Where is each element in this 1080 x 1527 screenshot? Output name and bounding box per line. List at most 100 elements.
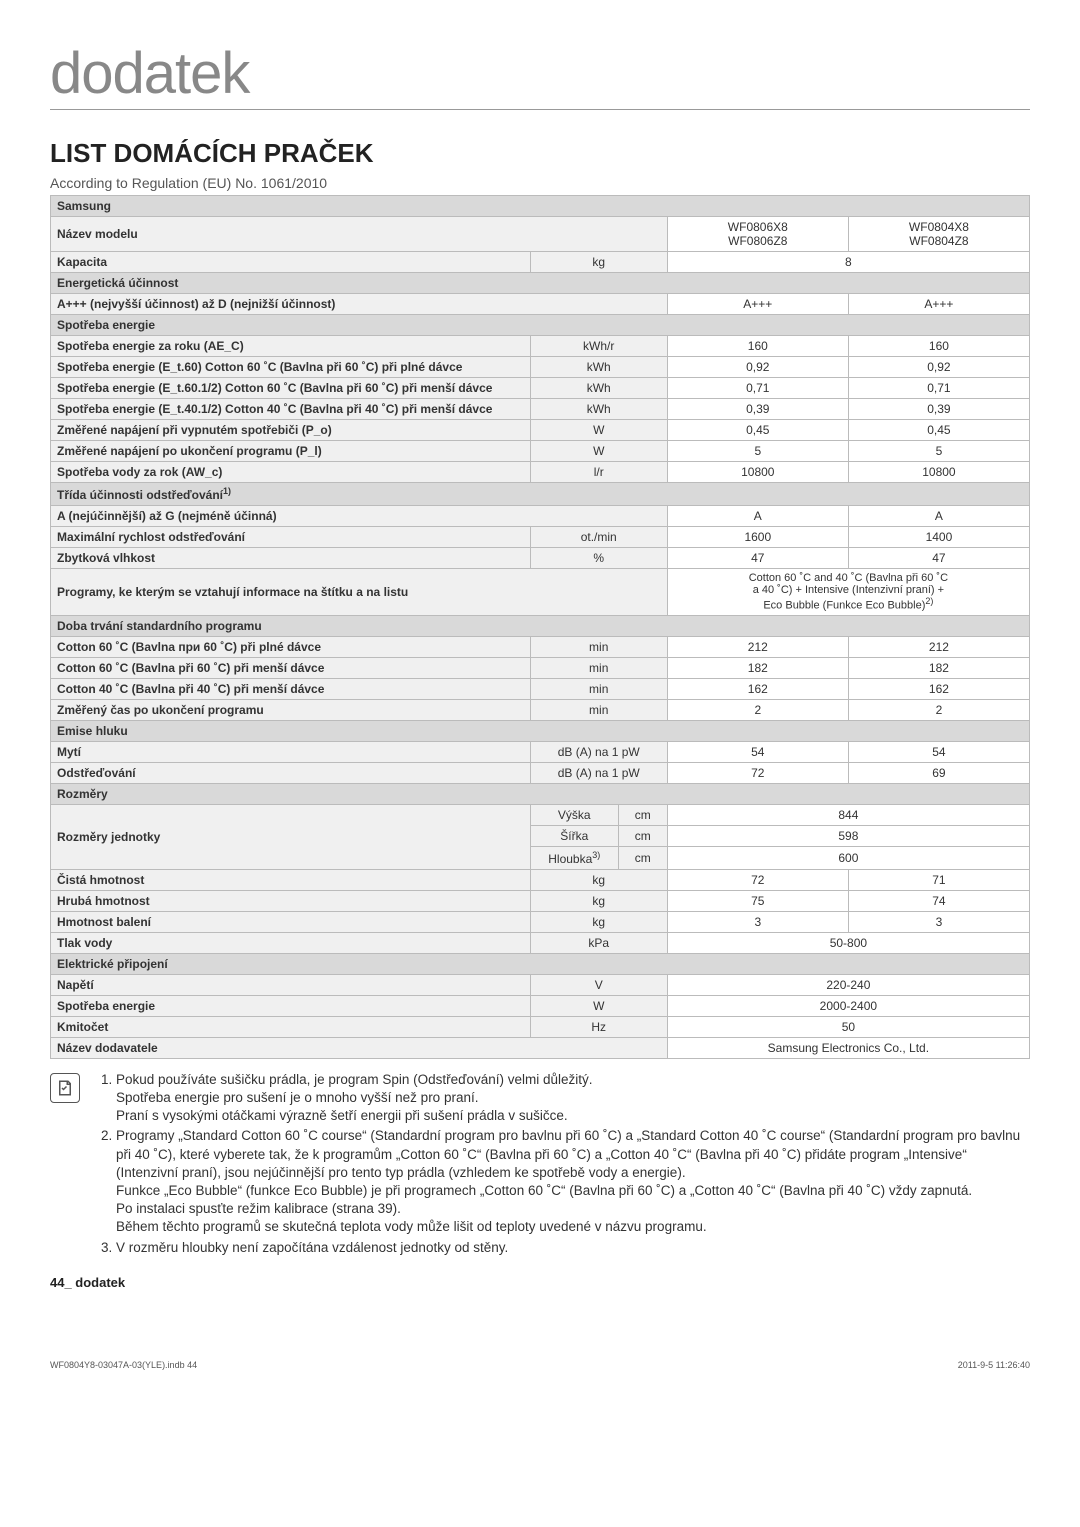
table-row-label: Cotton 60 ˚C (Bavlna při 60 ˚C) při menš…: [51, 657, 531, 678]
table-row-unit: min: [530, 678, 667, 699]
table-row-v1: 72: [667, 762, 848, 783]
table-row-val: 2000-2400: [667, 995, 1029, 1016]
table-row-unit: kWh: [530, 357, 667, 378]
table-row-unit: min: [530, 699, 667, 720]
programmes-label: Programy, ke kterým se vztahují informac…: [51, 569, 668, 616]
table-row-unit: kg: [530, 869, 667, 890]
eff-v2: A+++: [848, 294, 1029, 315]
table-row-v2: 212: [848, 636, 1029, 657]
elec-header: Elektrické připojení: [51, 953, 1030, 974]
table-row-v2: 54: [848, 741, 1029, 762]
eff-label: A+++ (nejvyšší účinnost) až D (nejnižší …: [51, 294, 668, 315]
pressure-val: 50-800: [667, 932, 1029, 953]
table-row-v1: 72: [667, 869, 848, 890]
regulation-text: According to Regulation (EU) No. 1061/20…: [50, 175, 1030, 191]
page-footer: 44_ dodatek: [50, 1275, 1030, 1290]
table-row-v2: 0,92: [848, 357, 1029, 378]
spec-table: Samsung Název modelu WF0806X8 WF0806Z8 W…: [50, 195, 1030, 1059]
table-row-v2: 47: [848, 548, 1029, 569]
table-row-label: Spotřeba energie (E_t.60.1/2) Cotton 60 …: [51, 378, 531, 399]
notes-block: Pokud používáte sušičku prádla, je progr…: [50, 1071, 1030, 1257]
table-row-unit: kWh: [530, 399, 667, 420]
table-row-unit: Hz: [530, 1016, 667, 1037]
table-row-label: Změřené napájení při vypnutém spotřebiči…: [51, 420, 531, 441]
table-row-label: Spotřeba energie za roku (AE_C): [51, 336, 531, 357]
table-row-v1: 10800: [667, 462, 848, 483]
table-row-v1: 0,71: [667, 378, 848, 399]
dim-row-label: Hloubka3): [530, 846, 618, 869]
section-title: LIST DOMÁCÍCH PRAČEK: [50, 138, 1030, 169]
table-row-v1: 160: [667, 336, 848, 357]
note-2: Programy „Standard Cotton 60 ˚C course“ …: [116, 1127, 1030, 1236]
capacity-val: 8: [667, 252, 1029, 273]
supplier-val: Samsung Electronics Co., Ltd.: [667, 1037, 1029, 1058]
table-row-unit: min: [530, 636, 667, 657]
table-row-v1: 0,92: [667, 357, 848, 378]
table-row-unit: V: [530, 974, 667, 995]
model-2: WF0804X8 WF0804Z8: [848, 217, 1029, 252]
table-row-v1: 182: [667, 657, 848, 678]
table-row-label: Změřený čas po ukončení programu: [51, 699, 531, 720]
eff-header: Energetická účinnost: [51, 273, 1030, 294]
table-row-label: Kmitočet: [51, 1016, 531, 1037]
pressure-label: Tlak vody: [51, 932, 531, 953]
table-row-v1: 3: [667, 911, 848, 932]
table-row-label: A (nejúčinnější) až G (nejméně účinná): [51, 506, 668, 527]
dim-header: Rozměry: [51, 783, 1030, 804]
supplier-label: Název dodavatele: [51, 1037, 668, 1058]
dim-label: Rozměry jednotky: [51, 804, 531, 869]
table-row-label: Čistá hmotnost: [51, 869, 531, 890]
table-row-unit: W: [530, 420, 667, 441]
table-row-v2: 0,71: [848, 378, 1029, 399]
table-row-unit: min: [530, 657, 667, 678]
dim-row-val: 844: [667, 804, 1029, 825]
dim-row-unit: cm: [618, 825, 667, 846]
table-row-label: Hrubá hmotnost: [51, 890, 531, 911]
table-row-label: Odstřeďování: [51, 762, 531, 783]
dim-row-label: Výška: [530, 804, 618, 825]
eff-v1: A+++: [667, 294, 848, 315]
table-row-label: Spotřeba vody za rok (AW_c): [51, 462, 531, 483]
table-row-val: 50: [667, 1016, 1029, 1037]
table-row-label: Cotton 60 ˚C (Bavlna при 60 ˚C) při plné…: [51, 636, 531, 657]
table-row-v1: 1600: [667, 527, 848, 548]
model-label: Název modelu: [51, 217, 668, 252]
brand-row: Samsung: [51, 196, 1030, 217]
table-row-unit: W: [530, 441, 667, 462]
table-row-v2: 71: [848, 869, 1029, 890]
table-row-label: Hmotnost balení: [51, 911, 531, 932]
dim-row-val: 600: [667, 846, 1029, 869]
dim-row-label: Šířka: [530, 825, 618, 846]
table-row-v1: 54: [667, 741, 848, 762]
note-3: V rozměru hloubky není započítána vzdále…: [116, 1239, 1030, 1257]
dim-row-val: 598: [667, 825, 1029, 846]
model-1: WF0806X8 WF0806Z8: [667, 217, 848, 252]
table-row-v2: 5: [848, 441, 1029, 462]
table-row-label: Změřené napájení po ukončení programu (P…: [51, 441, 531, 462]
table-row-v2: 3: [848, 911, 1029, 932]
note-1: Pokud používáte sušičku prádla, je progr…: [116, 1071, 1030, 1126]
programmes-info: Cotton 60 ˚C and 40 ˚C (Bavlna při 60 ˚C…: [667, 569, 1029, 616]
table-row-v2: 160: [848, 336, 1029, 357]
table-row-unit: kg: [530, 911, 667, 932]
table-row-v2: 74: [848, 890, 1029, 911]
table-row-unit: W: [530, 995, 667, 1016]
table-row-label: Spotřeba energie (E_t.40.1/2) Cotton 40 …: [51, 399, 531, 420]
table-row-unit: dB (A) na 1 pW: [530, 762, 667, 783]
table-row-v2: 0,39: [848, 399, 1029, 420]
table-row-v1: 47: [667, 548, 848, 569]
note-icon: [50, 1073, 80, 1103]
table-row-v1: 162: [667, 678, 848, 699]
table-row-unit: dB (A) na 1 pW: [530, 741, 667, 762]
table-row-unit: l/r: [530, 462, 667, 483]
print-footer: WF0804Y8-03047A-03(YLE).indb 44 2011-9-5…: [50, 1360, 1030, 1370]
table-row-v2: 1400: [848, 527, 1029, 548]
capacity-unit: kg: [530, 252, 667, 273]
table-row-v1: 75: [667, 890, 848, 911]
table-row-unit: kWh/r: [530, 336, 667, 357]
table-row-v1: 2: [667, 699, 848, 720]
table-row-v2: 0,45: [848, 420, 1029, 441]
noise-header: Emise hluku: [51, 720, 1030, 741]
table-row-v1: 212: [667, 636, 848, 657]
table-row-unit: ot./min: [530, 527, 667, 548]
